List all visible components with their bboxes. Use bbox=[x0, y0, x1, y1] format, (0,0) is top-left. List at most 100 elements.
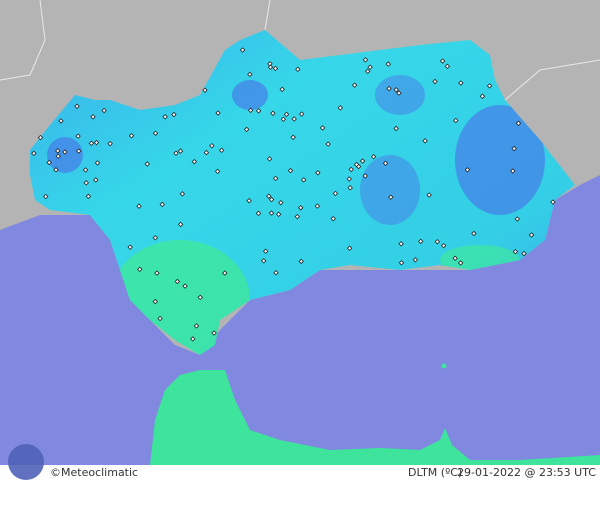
station bbox=[247, 71, 253, 78]
station bbox=[370, 154, 377, 160]
logo bbox=[8, 444, 44, 480]
station bbox=[287, 167, 294, 174]
station bbox=[209, 143, 215, 149]
station bbox=[337, 105, 344, 111]
station bbox=[127, 244, 133, 250]
station bbox=[154, 270, 160, 276]
station bbox=[353, 161, 360, 168]
station bbox=[157, 315, 163, 322]
station bbox=[301, 177, 307, 183]
station bbox=[218, 147, 225, 153]
sea bbox=[0, 175, 600, 465]
info-bar bbox=[0, 465, 600, 482]
station bbox=[58, 118, 64, 124]
station bbox=[297, 205, 304, 211]
station bbox=[239, 47, 246, 53]
station bbox=[319, 125, 326, 131]
border bbox=[504, 59, 600, 101]
station bbox=[215, 110, 221, 116]
station bbox=[315, 170, 321, 176]
station bbox=[177, 221, 184, 228]
station bbox=[471, 230, 477, 237]
station bbox=[364, 68, 371, 75]
station bbox=[152, 235, 158, 241]
station bbox=[55, 153, 61, 159]
station bbox=[510, 168, 516, 174]
station bbox=[452, 255, 458, 261]
station bbox=[514, 216, 520, 222]
station bbox=[268, 210, 275, 216]
station bbox=[299, 111, 305, 117]
station bbox=[214, 168, 221, 175]
station bbox=[412, 257, 419, 263]
station bbox=[101, 107, 107, 114]
station bbox=[159, 201, 165, 208]
cold-area bbox=[455, 105, 545, 215]
station bbox=[171, 111, 177, 118]
station bbox=[432, 78, 438, 85]
station bbox=[440, 242, 447, 249]
station bbox=[385, 61, 391, 67]
station bbox=[278, 200, 284, 206]
cold-area bbox=[360, 155, 420, 225]
station bbox=[275, 211, 282, 217]
station bbox=[348, 166, 354, 173]
station bbox=[434, 239, 441, 245]
station bbox=[388, 194, 394, 200]
station bbox=[398, 241, 404, 247]
station bbox=[272, 65, 279, 72]
station bbox=[398, 260, 405, 266]
station bbox=[457, 260, 464, 266]
station bbox=[359, 158, 366, 164]
station bbox=[439, 58, 446, 64]
station bbox=[362, 173, 368, 179]
station bbox=[76, 148, 82, 154]
station bbox=[182, 283, 188, 289]
cold-area bbox=[47, 137, 83, 173]
station bbox=[294, 213, 300, 220]
station bbox=[202, 87, 208, 93]
station bbox=[550, 199, 556, 205]
station bbox=[291, 116, 297, 122]
station bbox=[191, 158, 198, 165]
station bbox=[90, 114, 96, 120]
timestamp: 29-01-2022 @ 23:53 UTC bbox=[457, 466, 596, 479]
station bbox=[46, 159, 52, 166]
station bbox=[244, 126, 250, 133]
station bbox=[486, 83, 493, 89]
station bbox=[152, 298, 158, 305]
station bbox=[298, 258, 304, 265]
station bbox=[255, 108, 262, 114]
station bbox=[174, 278, 181, 285]
station bbox=[386, 85, 392, 92]
station bbox=[396, 90, 402, 96]
station bbox=[94, 160, 101, 166]
station bbox=[418, 238, 424, 245]
station bbox=[351, 82, 358, 88]
station bbox=[43, 193, 49, 200]
station bbox=[37, 134, 44, 141]
station bbox=[515, 120, 522, 126]
station bbox=[197, 294, 203, 301]
station bbox=[162, 114, 168, 120]
station bbox=[93, 177, 99, 183]
station bbox=[261, 258, 267, 264]
station bbox=[177, 148, 184, 154]
station bbox=[268, 196, 275, 203]
station bbox=[393, 87, 399, 93]
station bbox=[62, 149, 68, 155]
station bbox=[295, 66, 301, 73]
station bbox=[85, 193, 92, 200]
station bbox=[521, 250, 527, 257]
station bbox=[511, 145, 517, 152]
station bbox=[272, 175, 279, 182]
station bbox=[55, 148, 61, 154]
variable: DLTM (ºC) bbox=[408, 466, 462, 479]
station bbox=[362, 57, 369, 63]
station bbox=[347, 185, 353, 191]
station bbox=[83, 180, 89, 186]
station bbox=[283, 111, 290, 118]
station bbox=[107, 140, 113, 147]
station bbox=[203, 149, 210, 156]
